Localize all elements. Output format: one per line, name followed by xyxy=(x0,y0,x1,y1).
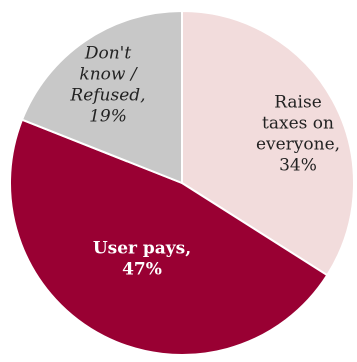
pie-slice-label-0: Raise taxes on everyone, 34% xyxy=(256,93,340,176)
pie-slice-label-line: know / xyxy=(79,65,138,85)
pie-slice-label-line: 19% xyxy=(89,107,127,127)
pie-slice-label-line: User pays, xyxy=(93,239,191,259)
pie-slice-label-2: Don't know / Refused, 19% xyxy=(69,44,145,127)
pie-slice-label-1: User pays, 47% xyxy=(93,239,191,280)
pie-slice-label-line: 47% xyxy=(122,260,162,280)
pie-slice-label-line: Raise xyxy=(274,93,322,113)
pie-slice-1 xyxy=(9,118,329,356)
pie-slice-label-line: taxes on xyxy=(262,114,334,134)
pie-slice-label-line: everyone, xyxy=(256,135,340,155)
pie-slice-label-line: Refused, xyxy=(69,86,145,106)
pie-slice-label-line: Don't xyxy=(84,44,131,64)
pie-slice-label-line: 34% xyxy=(279,156,317,176)
pie-slice-2 xyxy=(20,9,183,185)
